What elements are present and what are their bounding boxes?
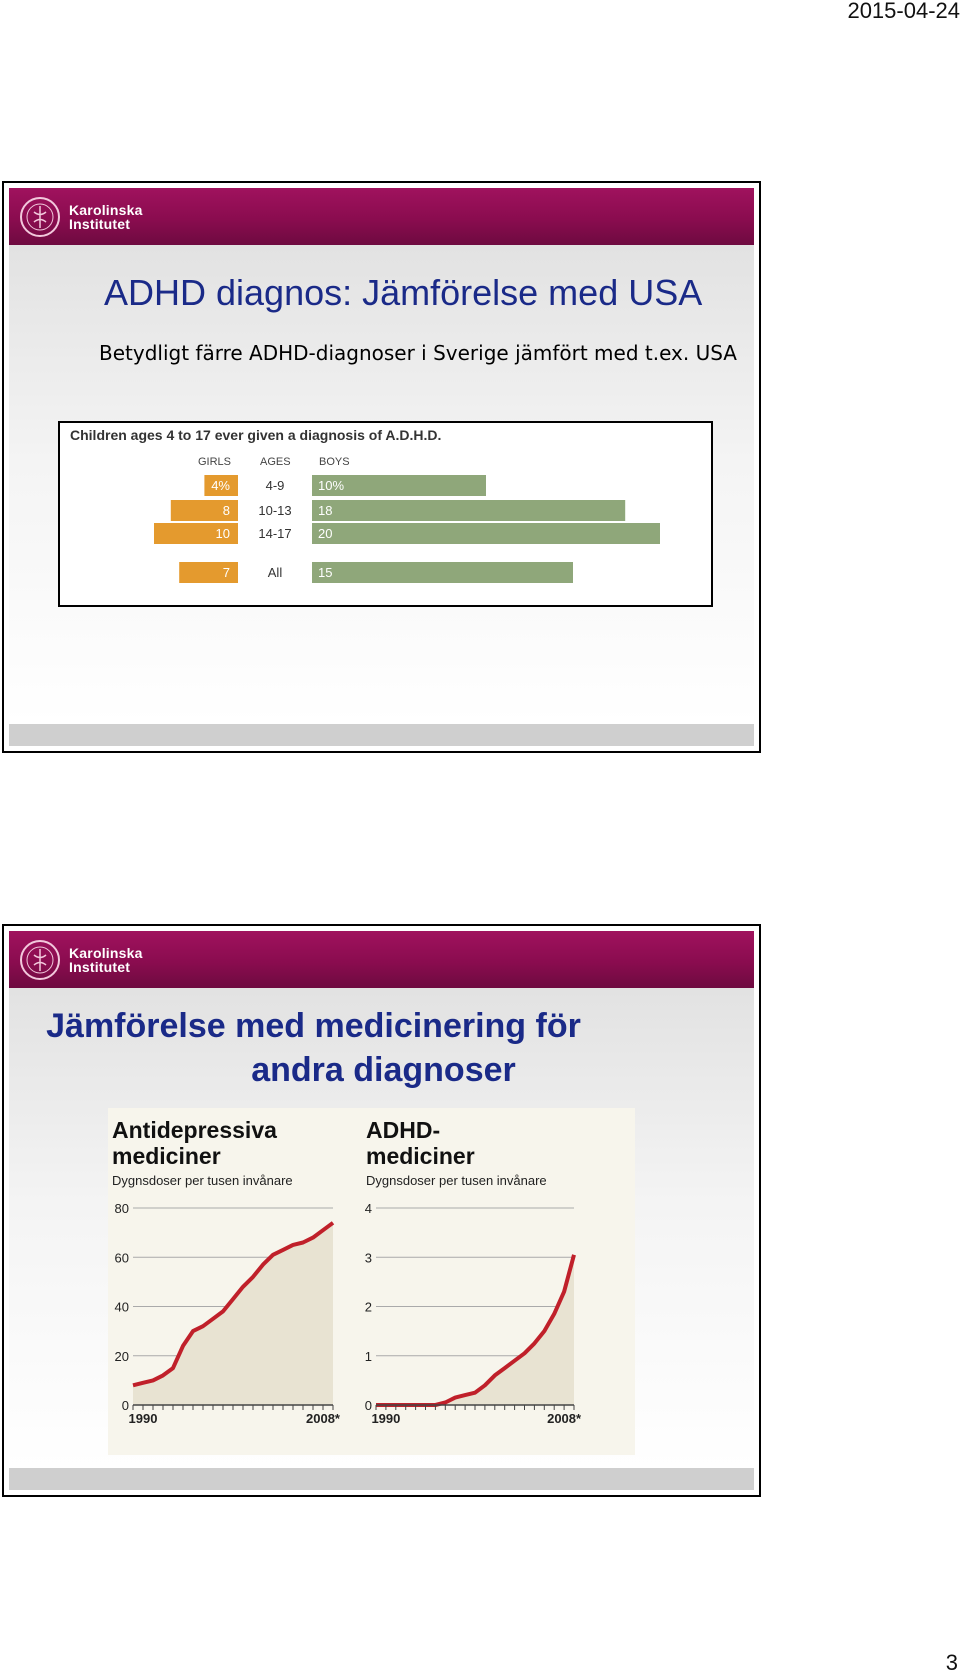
page-date: 2015-04-24 [847,0,960,23]
x-tick-label: 2008* [306,1411,341,1426]
chart-subtitle: Dygnsdoser per tusen invånare [366,1173,547,1188]
column-header-boys: BOYS [319,456,350,468]
slide-title-line-1: Jämförelse med medicinering för [46,1007,581,1045]
y-tick-label: 0 [122,1398,129,1413]
adhd-usa-chart-svg: Children ages 4 to 17 ever given a diagn… [70,427,660,583]
seal-icon [20,197,60,237]
chart-subtitle: Dygnsdoser per tusen invånare [112,1173,293,1188]
y-tick-label: 80 [115,1201,129,1216]
y-tick-label: 3 [365,1250,372,1265]
y-tick-label: 1 [365,1349,372,1364]
chart-title-line-2: mediciner [112,1143,221,1169]
girls-value-label: 10 [216,526,230,541]
chart-title-line-1: ADHD- [366,1117,440,1143]
boys-value-label: 10% [318,478,344,493]
age-label: All [268,565,283,580]
karolinska-logo: Karolinska Institutet [17,195,143,239]
boys-bar [312,562,573,583]
girls-value-label: 8 [223,503,230,518]
medication-charts: Antidepressiva mediciner Dygnsdoser per tu… [108,1108,635,1455]
slide-2: Karolinska Institutet Jämförelse med med… [2,924,761,1497]
slide-title: Jämförelse med medicinering för andra di… [9,1004,758,1092]
series-line [132,1221,335,1388]
x-tick-label: 1990 [129,1411,158,1426]
age-label: 14-17 [258,526,291,541]
seal-icon [20,940,60,980]
boys-bar [312,475,486,496]
column-header-girls: GIRLS [198,456,231,468]
girls-bar [154,523,238,544]
page-number: 3 [945,1650,958,1675]
girls-bar [170,500,238,521]
girls-value-label: 7 [223,565,230,580]
area-fill [376,1254,574,1405]
y-tick-label: 40 [115,1300,129,1315]
slide-1: Karolinska Institutet ADHD diagnos: Jämf… [2,181,761,753]
column-header-ages: AGES [260,456,291,468]
karolinska-logo: Karolinska Institutet [17,938,143,982]
girls-value-label: 4% [211,478,230,493]
boys-bar [312,523,660,544]
slide-title-line-2: andra diagnoser [251,1051,516,1089]
y-tick-label: 4 [365,1201,372,1216]
age-label: 10-13 [258,503,291,518]
y-tick-label: 0 [365,1398,372,1413]
slide-footer-band [9,724,754,746]
logo-line-1: Karolinska [69,945,143,961]
x-tick-label: 1990 [371,1411,400,1426]
y-tick-label: 20 [115,1349,129,1364]
logo-line-1: Karolinska [69,202,143,218]
slide-subtitle: Betydligt färre ADHD-diagnoser i Sverige… [99,341,737,365]
slide-title: ADHD diagnos: Jämförelse med USA [104,272,703,313]
logo-line-2: Institutet [69,959,131,975]
adhd-usa-chart: Children ages 4 to 17 ever given a diagn… [58,421,713,607]
boys-value-label: 15 [318,565,332,580]
boys-bar [312,500,626,521]
girls-bar [179,562,238,583]
slide-footer-band [9,1468,754,1490]
slide-header-band: Karolinska Institutet [9,188,754,245]
x-tick-label: 2008* [547,1411,582,1426]
logo-line-2: Institutet [69,216,131,232]
y-tick-label: 2 [365,1300,372,1315]
girls-bar [204,475,238,496]
boys-value-label: 18 [318,503,332,518]
y-tick-label: 60 [115,1250,129,1265]
chart-title: Children ages 4 to 17 ever given a diagn… [70,427,441,443]
age-label: 4-9 [266,478,285,493]
boys-value-label: 20 [318,526,332,541]
area-fill [133,1222,333,1405]
chart-title-line-2: mediciner [366,1143,475,1169]
chart-title-line-1: Antidepressiva [112,1117,277,1143]
slide-header-band: Karolinska Institutet [9,931,754,988]
